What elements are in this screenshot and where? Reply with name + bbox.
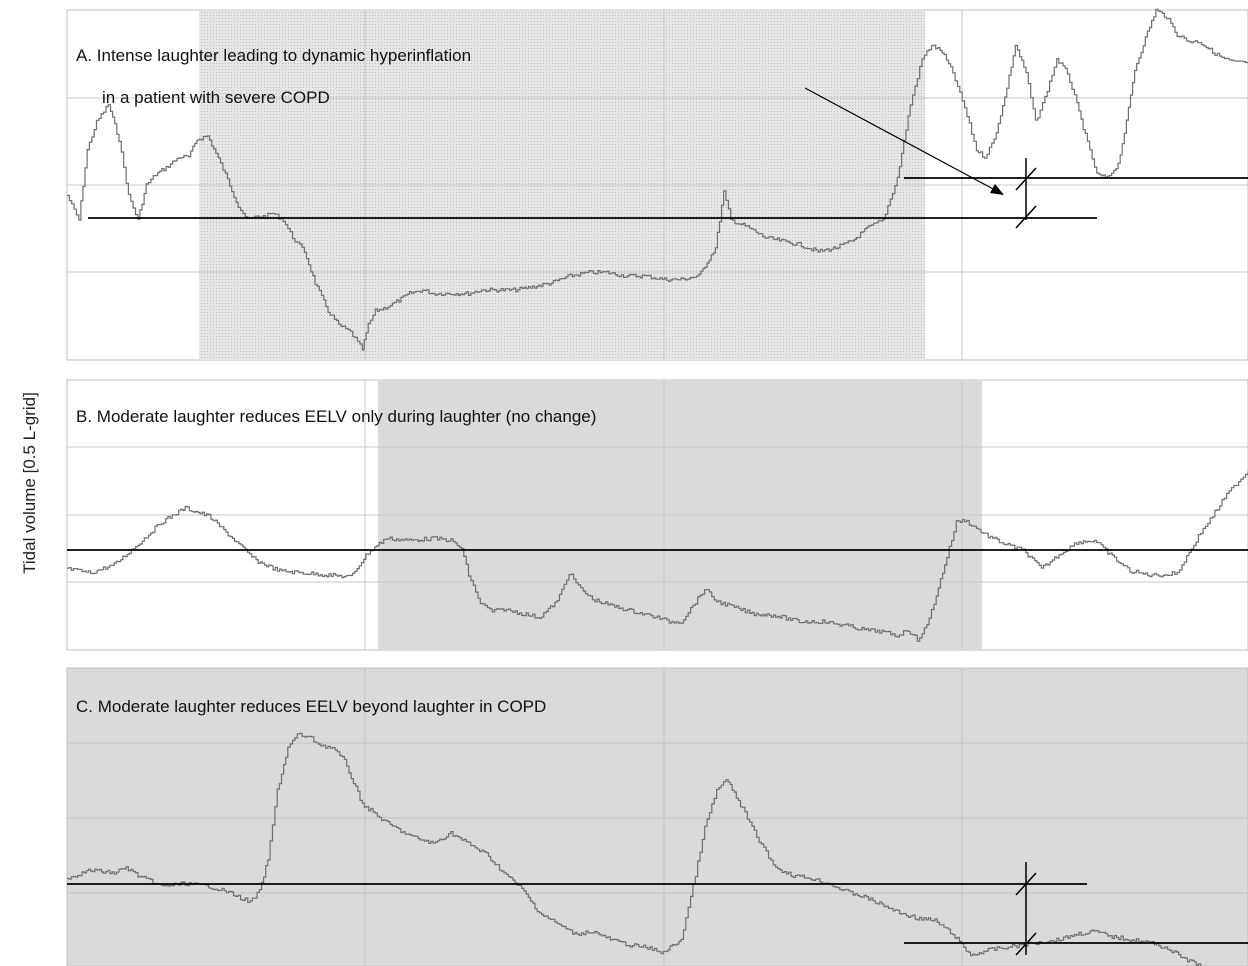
panel-b-volume-trace: [67, 471, 1248, 642]
panel-a-arrow: [804, 87, 1004, 195]
panel-c-title: C. Moderate laughter reduces EELV beyond…: [76, 697, 546, 716]
panel-c-volume-trace: [67, 732, 1209, 966]
panel-a: A. Intense laughter leading to dynamic h…: [66, 8, 1248, 361]
panel-b: B. Moderate laughter reduces EELV only d…: [66, 379, 1248, 651]
panel-c: C. Moderate laughter reduces EELV beyond…: [66, 667, 1248, 966]
panel-c-frame: [66, 667, 1248, 966]
panel-a-delta-marker: [1015, 158, 1037, 229]
panel-a-title-line2: in a patient with severe COPD: [102, 88, 330, 107]
panel-c-delta-marker: [1015, 862, 1037, 956]
panel-a-grid: [67, 10, 1248, 360]
panel-b-title: B. Moderate laughter reduces EELV only d…: [76, 407, 596, 426]
panel-c-grid: [67, 668, 1248, 966]
panel-b-grid: [67, 380, 1248, 650]
panel-a-title-line1: A. Intense laughter leading to dynamic h…: [76, 46, 471, 65]
